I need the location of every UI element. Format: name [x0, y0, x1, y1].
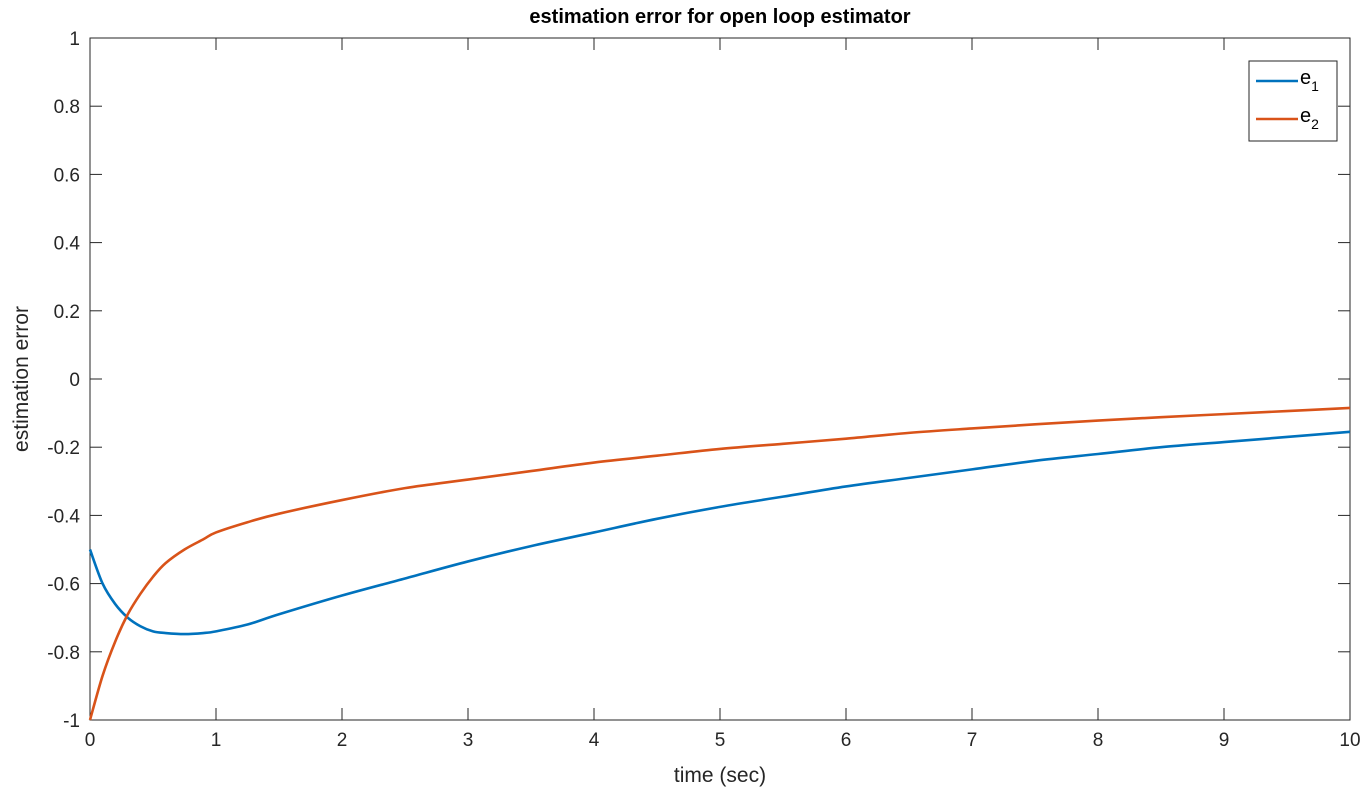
- chart-title: estimation error for open loop estimator: [529, 6, 910, 28]
- legend-box: [1248, 60, 1338, 142]
- legend-label-name: e: [1300, 105, 1311, 127]
- y-tick-label: -0.8: [47, 643, 80, 664]
- y-tick-label: 0: [69, 370, 80, 391]
- legend-label: e2: [1300, 105, 1319, 132]
- y-tick-label: -1: [63, 711, 80, 732]
- y-axis-label: estimation error: [10, 306, 33, 452]
- y-tick-label: 0.6: [54, 165, 80, 186]
- x-tick-label: 3: [463, 730, 474, 751]
- series-lines: [88, 406, 1351, 721]
- x-tick-label: 4: [589, 730, 600, 751]
- y-tick-label: -0.4: [47, 506, 80, 527]
- y-tick-label: 0.4: [54, 234, 81, 255]
- y-tick-label: 1: [69, 29, 80, 50]
- y-axis: -1 -0.8 -0.6 -0.4 -0.2 0 0.2 0.4 0.6 0.8 1: [47, 29, 1350, 732]
- x-tick-label: 8: [1093, 730, 1104, 751]
- x-tick-label: 0: [85, 730, 96, 751]
- x-axis-label: time (sec): [674, 764, 766, 787]
- y-tick-label: -0.6: [47, 575, 80, 596]
- x-tick-label: 10: [1339, 730, 1360, 751]
- series-line-e2: [88, 406, 1351, 721]
- legend-label-name: e: [1300, 67, 1311, 89]
- x-tick-label: 2: [337, 730, 348, 751]
- series-line-e1: [88, 430, 1351, 636]
- x-tick-label: 7: [967, 730, 978, 751]
- x-tick-label: 6: [841, 730, 852, 751]
- y-tick-label: 0.8: [54, 97, 80, 118]
- x-tick-label: 9: [1219, 730, 1230, 751]
- legend-label-subscript: 2: [1311, 116, 1319, 132]
- x-axis: 0 1 2 3 4 5 6 7 8 9 10: [85, 38, 1361, 751]
- x-tick-label: 5: [715, 730, 726, 751]
- y-tick-label: -0.2: [47, 438, 80, 459]
- legend-label: e1: [1300, 67, 1319, 94]
- legend-label-subscript: 1: [1311, 78, 1319, 94]
- x-tick-label: 1: [211, 730, 222, 751]
- plot-area: [89, 37, 1351, 721]
- y-tick-label: 0.2: [54, 302, 80, 323]
